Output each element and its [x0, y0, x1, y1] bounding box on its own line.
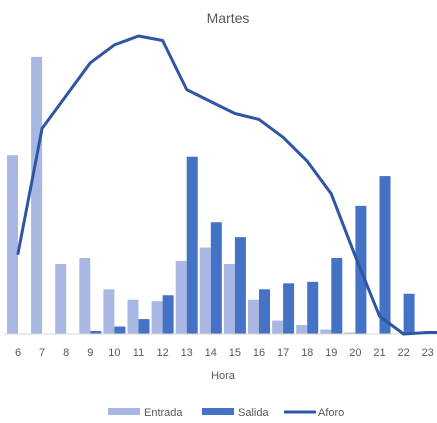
x-tick-label-20: 20	[349, 347, 361, 359]
x-tick-label-11: 11	[133, 347, 144, 359]
legend-label-salida: Salida	[238, 407, 269, 419]
bar-entrada-17	[272, 320, 284, 334]
x-tick-label-21: 21	[373, 347, 385, 359]
x-tick-labels: 6 7 8 9 10 11 12 13 14 15 16 17 18 19 20 21 22 23	[15, 347, 434, 359]
x-tick-label-19: 19	[325, 347, 337, 359]
bar-salida-16	[259, 289, 270, 334]
bar-entrada-9	[79, 258, 91, 334]
x-tick-label-9: 9	[87, 347, 93, 359]
bar-salida-21	[379, 176, 391, 334]
bar-salida-14	[210, 222, 222, 334]
bar-salida-11	[138, 319, 150, 334]
x-tick-label-23: 23	[422, 347, 434, 359]
x-tick-label-18: 18	[301, 347, 313, 359]
bar-entrada-12	[151, 301, 163, 334]
bar-entrada-10	[103, 289, 115, 334]
bar-entrada-18	[296, 325, 308, 334]
series-line-aforo	[16, 34, 437, 336]
x-tick-label-12: 12	[156, 347, 168, 359]
legend-label-aforo: Aforo	[318, 407, 344, 419]
bar-salida-13	[186, 156, 198, 334]
bar-entrada-8	[55, 263, 67, 334]
chart-title: Martes	[207, 10, 250, 26]
bar-entrada-11	[127, 299, 139, 334]
bar-salida-22	[403, 293, 415, 334]
bar-salida-18	[307, 281, 319, 334]
bar-entrada-13	[175, 260, 187, 334]
legend-swatch-entrada	[108, 408, 140, 415]
x-tick-label-8: 8	[63, 347, 69, 359]
x-tick-label-13: 13	[181, 347, 193, 359]
legend-swatch-salida	[202, 408, 234, 415]
bar-entrada-20	[344, 332, 356, 334]
bar-salida-10	[114, 326, 126, 334]
x-axis-label: Hora	[211, 370, 236, 382]
bar-salida-12	[162, 295, 174, 334]
x-tick-label-16: 16	[253, 347, 265, 359]
bar-salida-19	[331, 258, 343, 334]
bar-salida-9	[90, 331, 102, 334]
bar-salida-15	[234, 237, 246, 334]
legend-label-entrada: Entrada	[144, 407, 183, 419]
bar-entrada-15	[223, 263, 235, 334]
bar-entrada-14	[199, 247, 211, 334]
bar-entrada-7	[31, 56, 43, 335]
x-tick-label-10: 10	[108, 347, 120, 359]
x-tick-label-14: 14	[205, 347, 217, 359]
legend: Entrada Salida Aforo	[108, 407, 344, 419]
x-tick-label-6: 6	[15, 347, 21, 359]
bars-group	[7, 56, 415, 335]
bar-entrada-19	[320, 329, 332, 334]
x-tick-label-17: 17	[277, 347, 289, 359]
bar-salida-17	[283, 283, 295, 334]
x-tick-label-22: 22	[397, 347, 409, 359]
bar-entrada-6	[7, 155, 18, 334]
x-tick-label-7: 7	[39, 347, 45, 359]
bar-entrada-16	[248, 299, 259, 334]
x-tick-label-15: 15	[229, 347, 241, 359]
